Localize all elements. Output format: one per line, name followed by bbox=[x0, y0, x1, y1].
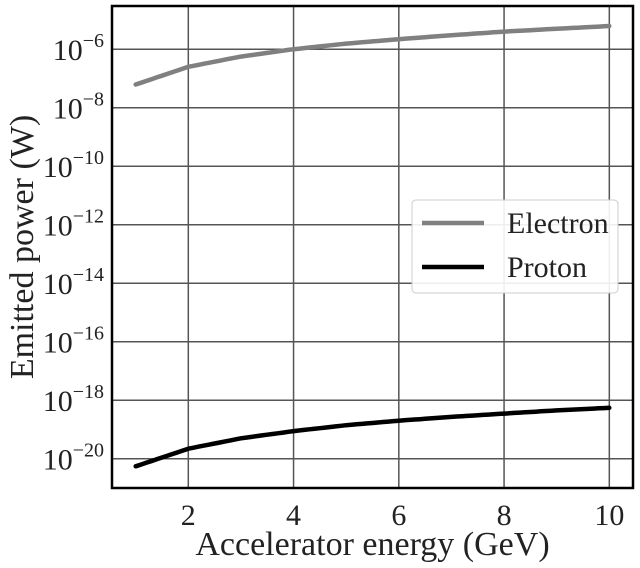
x-tick-labels: 2 4 6 8 10 bbox=[181, 499, 625, 532]
y-tick-label: 10−10 bbox=[43, 147, 104, 184]
x-tick-label: 2 bbox=[181, 499, 196, 532]
legend-label-electron: Electron bbox=[507, 207, 609, 240]
y-tick-label: 10−18 bbox=[43, 381, 104, 418]
x-tick-label: 8 bbox=[497, 499, 512, 532]
y-tick-label: 10−14 bbox=[43, 264, 104, 301]
x-tick-label: 4 bbox=[286, 499, 301, 532]
plot-frame bbox=[110, 4, 635, 490]
y-tick-label: 10−6 bbox=[53, 30, 104, 67]
y-tick-label: 10−12 bbox=[43, 206, 104, 243]
x-axis-label: Accelerator energy (GeV) bbox=[195, 526, 549, 563]
y-tick-label: 10−20 bbox=[43, 440, 104, 477]
y-tick-label: 10−16 bbox=[43, 323, 104, 360]
y-tick-labels: 10−20 10−18 10−16 10−14 10−12 10−10 10−8 10−6 bbox=[43, 30, 104, 477]
legend-label-proton: Proton bbox=[507, 251, 587, 284]
legend: Electron Proton bbox=[411, 199, 619, 294]
y-axis-label: Emitted power (W) bbox=[4, 115, 41, 379]
y-tick-label: 10−8 bbox=[53, 89, 104, 126]
series-lines bbox=[133, 23, 612, 469]
series-line-electron bbox=[133, 23, 612, 87]
x-tick-label: 10 bbox=[594, 499, 624, 532]
x-tick-label: 6 bbox=[391, 499, 406, 532]
series-line-proton bbox=[133, 405, 612, 469]
